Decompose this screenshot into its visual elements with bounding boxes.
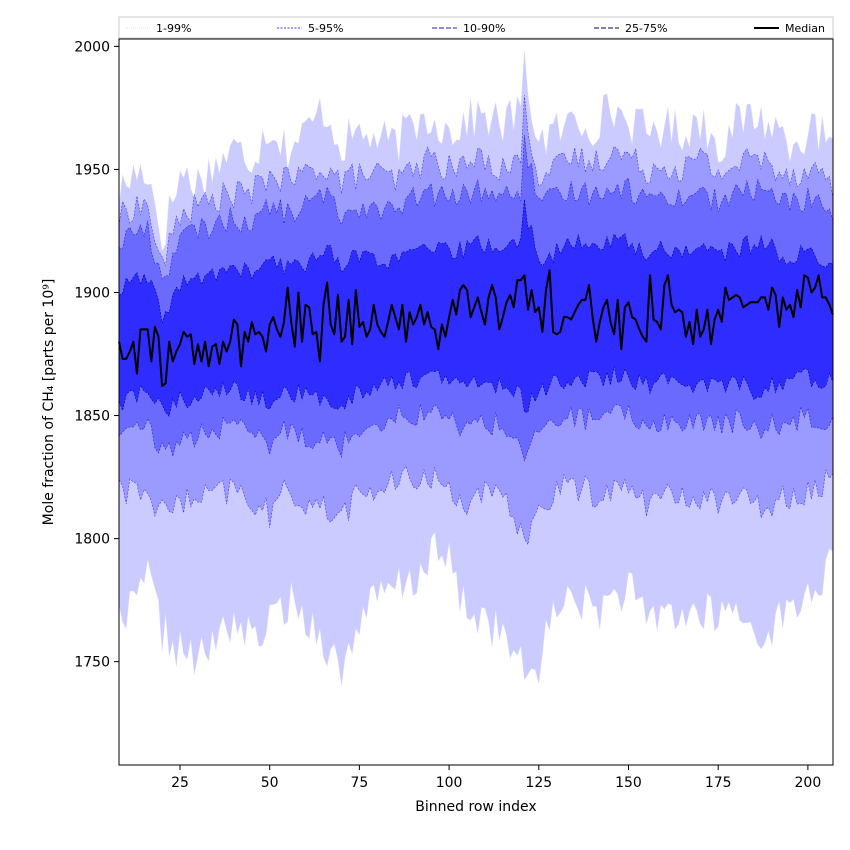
- legend: 1-99% 5-95% 10-90% 25-75% Median: [118, 16, 834, 39]
- y-tick-label: 1950: [74, 162, 110, 178]
- x-axis-title: Binned row index: [415, 799, 536, 815]
- x-tick-label: 100: [436, 775, 463, 791]
- x-axis: 25 50 75 100 125 150 175 200: [171, 765, 821, 791]
- y-axis-title: Mole fraction of CH₄ [parts per 10⁹]: [41, 279, 57, 526]
- y-tick-label: 2000: [74, 39, 110, 55]
- y-tick-label: 1800: [74, 532, 110, 548]
- y-axis: 1750 1800 1850 1900 1950 2000: [74, 39, 119, 671]
- x-tick-label: 75: [350, 775, 368, 791]
- legend-box: [118, 16, 834, 39]
- legend-label-5-95%: 5-95%: [308, 22, 343, 35]
- percentile-bands: [118, 50, 834, 686]
- x-tick-label: 150: [615, 775, 642, 791]
- legend-label-25-75%: 25-75%: [625, 22, 667, 35]
- legend-label-10-90%: 10-90%: [463, 22, 505, 35]
- x-tick-label: 125: [525, 775, 552, 791]
- legend-label-1-99%: 1-99%: [156, 22, 191, 35]
- x-tick-label: 25: [171, 775, 189, 791]
- legend-label-Median: Median: [785, 22, 825, 35]
- y-tick-label: 1850: [74, 409, 110, 425]
- y-tick-label: 1900: [74, 285, 110, 301]
- x-tick-label: 50: [261, 775, 279, 791]
- x-tick-label: 175: [705, 775, 732, 791]
- y-tick-label: 1750: [74, 655, 110, 671]
- median-layer: [118, 269, 834, 387]
- x-tick-label: 200: [795, 775, 822, 791]
- median-line: [118, 269, 834, 387]
- plot-frame: [118, 38, 834, 766]
